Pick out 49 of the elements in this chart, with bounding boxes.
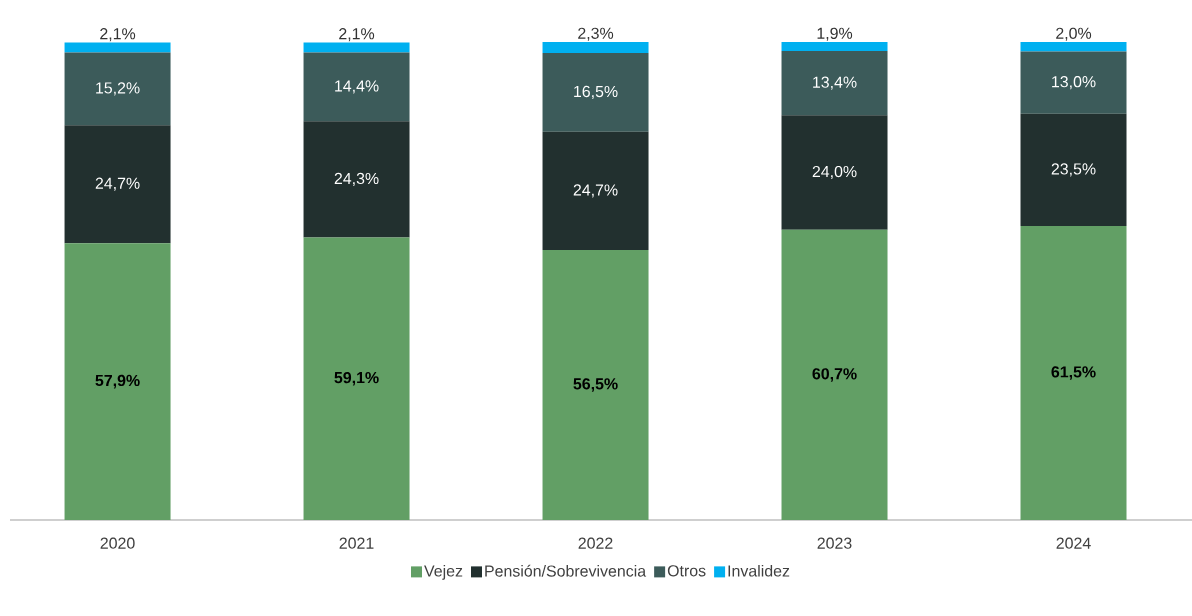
bar [64, 125, 171, 244]
x-tick-label: 2022 [578, 537, 613, 549]
bar [64, 42, 171, 53]
x-tick-label: 2021 [339, 537, 374, 549]
data-label: 60,7% [812, 368, 857, 382]
bar [542, 249, 649, 520]
bar [1020, 113, 1127, 227]
data-label: 59,1% [334, 371, 379, 386]
data-label: 13,4% [813, 76, 857, 90]
data-label: 24,3% [334, 172, 379, 186]
bar [303, 121, 410, 238]
data-label: 16,5% [574, 85, 618, 99]
data-label: 2,3% [578, 27, 614, 41]
x-tick-label: 2024 [1056, 537, 1091, 549]
bar [303, 237, 410, 520]
data-label: 13,0% [1052, 76, 1096, 90]
data-label: 57,9% [95, 374, 140, 389]
legend-label: Pensión/Sobrevivencia [485, 564, 647, 577]
x-tick-label: 2020 [100, 537, 135, 549]
data-label: 24,7% [95, 177, 140, 191]
x-tick-label: 2023 [817, 537, 852, 549]
bar [1020, 51, 1127, 114]
legend-label: Otros [667, 565, 706, 577]
data-label: 24,0% [812, 165, 857, 180]
data-label: 24,7% [573, 184, 618, 198]
bar [64, 243, 171, 520]
data-label: 2,0% [1056, 27, 1092, 41]
data-label: 1,9% [817, 27, 853, 41]
bar [1020, 41, 1127, 52]
legend-label: Vejez [424, 564, 463, 580]
bar [303, 42, 410, 53]
data-label: 15,2% [96, 82, 140, 96]
bar [781, 229, 888, 520]
bar [781, 51, 888, 116]
data-label: 2,1% [339, 28, 375, 42]
bar [64, 52, 171, 126]
data-label: 23,5% [1051, 163, 1096, 177]
data-label: 2,1% [100, 28, 136, 42]
bar [781, 41, 888, 52]
data-label: 14,4% [335, 80, 379, 94]
data-label: 61,5% [1051, 366, 1096, 380]
legend-label: Invalidez [728, 564, 790, 577]
bar [781, 115, 888, 230]
bar [542, 131, 649, 250]
bar [542, 41, 649, 53]
bar [1020, 226, 1127, 520]
bar [303, 52, 410, 122]
data-label: 56,5% [573, 378, 618, 392]
bar [542, 52, 649, 132]
